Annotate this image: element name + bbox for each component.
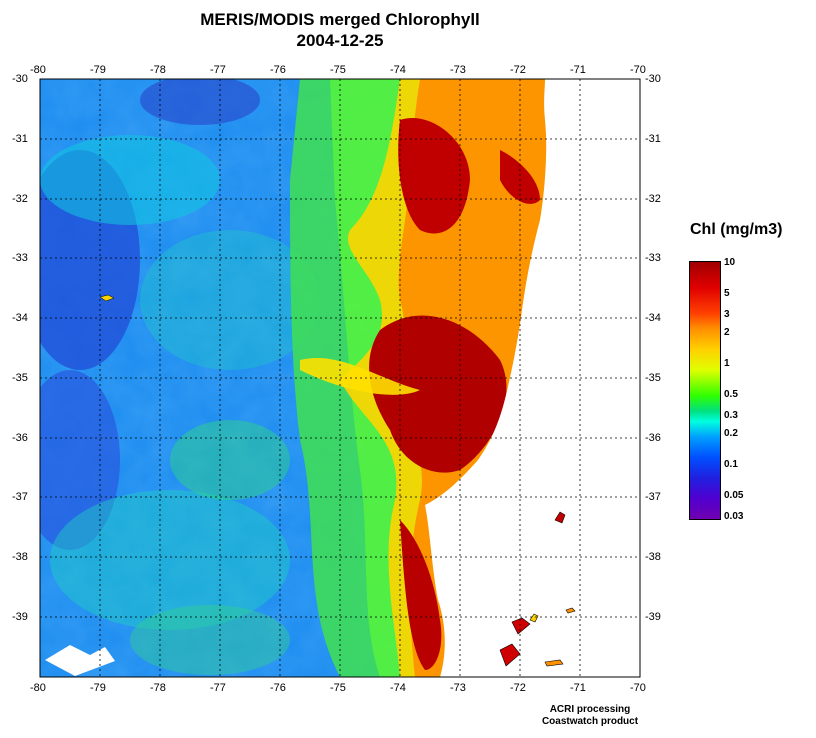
x-tick-bottom: -74	[390, 682, 406, 694]
y-tick-left: -32	[12, 193, 28, 205]
legend-label: 5	[724, 288, 730, 299]
map-border	[39, 78, 641, 678]
y-tick-left: -35	[12, 372, 28, 384]
graticule	[40, 79, 640, 677]
y-tick-right: -34	[645, 312, 661, 324]
x-tick-bottom: -72	[510, 682, 526, 694]
y-tick-right: -38	[645, 551, 661, 563]
x-tick-bottom: -70	[630, 682, 646, 694]
legend-label: 0.3	[724, 410, 738, 421]
x-tick-top: -78	[150, 64, 166, 76]
legend-label: 2	[724, 327, 730, 338]
map-title: MERIS/MODIS merged Chlorophyll	[200, 10, 480, 29]
y-tick-left: -36	[12, 432, 28, 444]
x-tick-bottom: -79	[90, 682, 106, 694]
x-tick-top: -73	[450, 64, 466, 76]
y-tick-right: -39	[645, 611, 661, 623]
x-tick-bottom: -73	[450, 682, 466, 694]
y-tick-right: -30	[645, 73, 661, 85]
x-tick-top: -79	[90, 64, 106, 76]
y-tick-right: -33	[645, 252, 661, 264]
y-tick-left: -30	[12, 73, 28, 85]
credit-processing: ACRI processing	[549, 704, 631, 715]
y-tick-left: -38	[12, 551, 28, 563]
y-tick-left: -39	[12, 611, 28, 623]
x-tick-top: -74	[390, 64, 406, 76]
x-tick-bottom: -76	[270, 682, 286, 694]
x-tick-top: -70	[630, 64, 646, 76]
x-tick-bottom: -77	[210, 682, 226, 694]
x-tick-bottom: -80	[30, 682, 46, 694]
y-tick-right: -31	[645, 133, 661, 145]
legend-label: 1	[724, 358, 730, 369]
legend-label: 0.2	[724, 428, 738, 439]
y-tick-right: -35	[645, 372, 661, 384]
legend-label: 0.05	[724, 490, 744, 501]
y-tick-right: -37	[645, 491, 661, 503]
legend-label: 0.5	[724, 389, 738, 400]
legend-title: Chl (mg/m3)	[690, 221, 783, 238]
x-tick-top: -75	[330, 64, 346, 76]
y-tick-right: -32	[645, 193, 661, 205]
y-tick-left: -33	[12, 252, 28, 264]
x-tick-bottom: -71	[570, 682, 586, 694]
legend-label: 0.03	[724, 511, 744, 522]
map-imagery	[40, 79, 640, 677]
legend-label: 0.1	[724, 459, 738, 470]
x-tick-top: -72	[510, 64, 526, 76]
x-tick-top: -76	[270, 64, 286, 76]
legend-label: 3	[724, 309, 730, 320]
legend-label: 10	[724, 257, 736, 268]
x-tick-top: -77	[210, 64, 226, 76]
y-tick-left: -34	[12, 312, 28, 324]
x-tick-bottom: -75	[330, 682, 346, 694]
color-scale-bar	[689, 261, 721, 520]
y-tick-right: -36	[645, 432, 661, 444]
x-tick-top: -71	[570, 64, 586, 76]
x-tick-bottom: -78	[150, 682, 166, 694]
map-date: 2004-12-25	[296, 31, 384, 50]
y-tick-left: -37	[12, 491, 28, 503]
y-tick-left: -31	[12, 133, 28, 145]
credit-product: Coastwatch product	[541, 716, 639, 727]
x-tick-top: -80	[30, 64, 46, 76]
